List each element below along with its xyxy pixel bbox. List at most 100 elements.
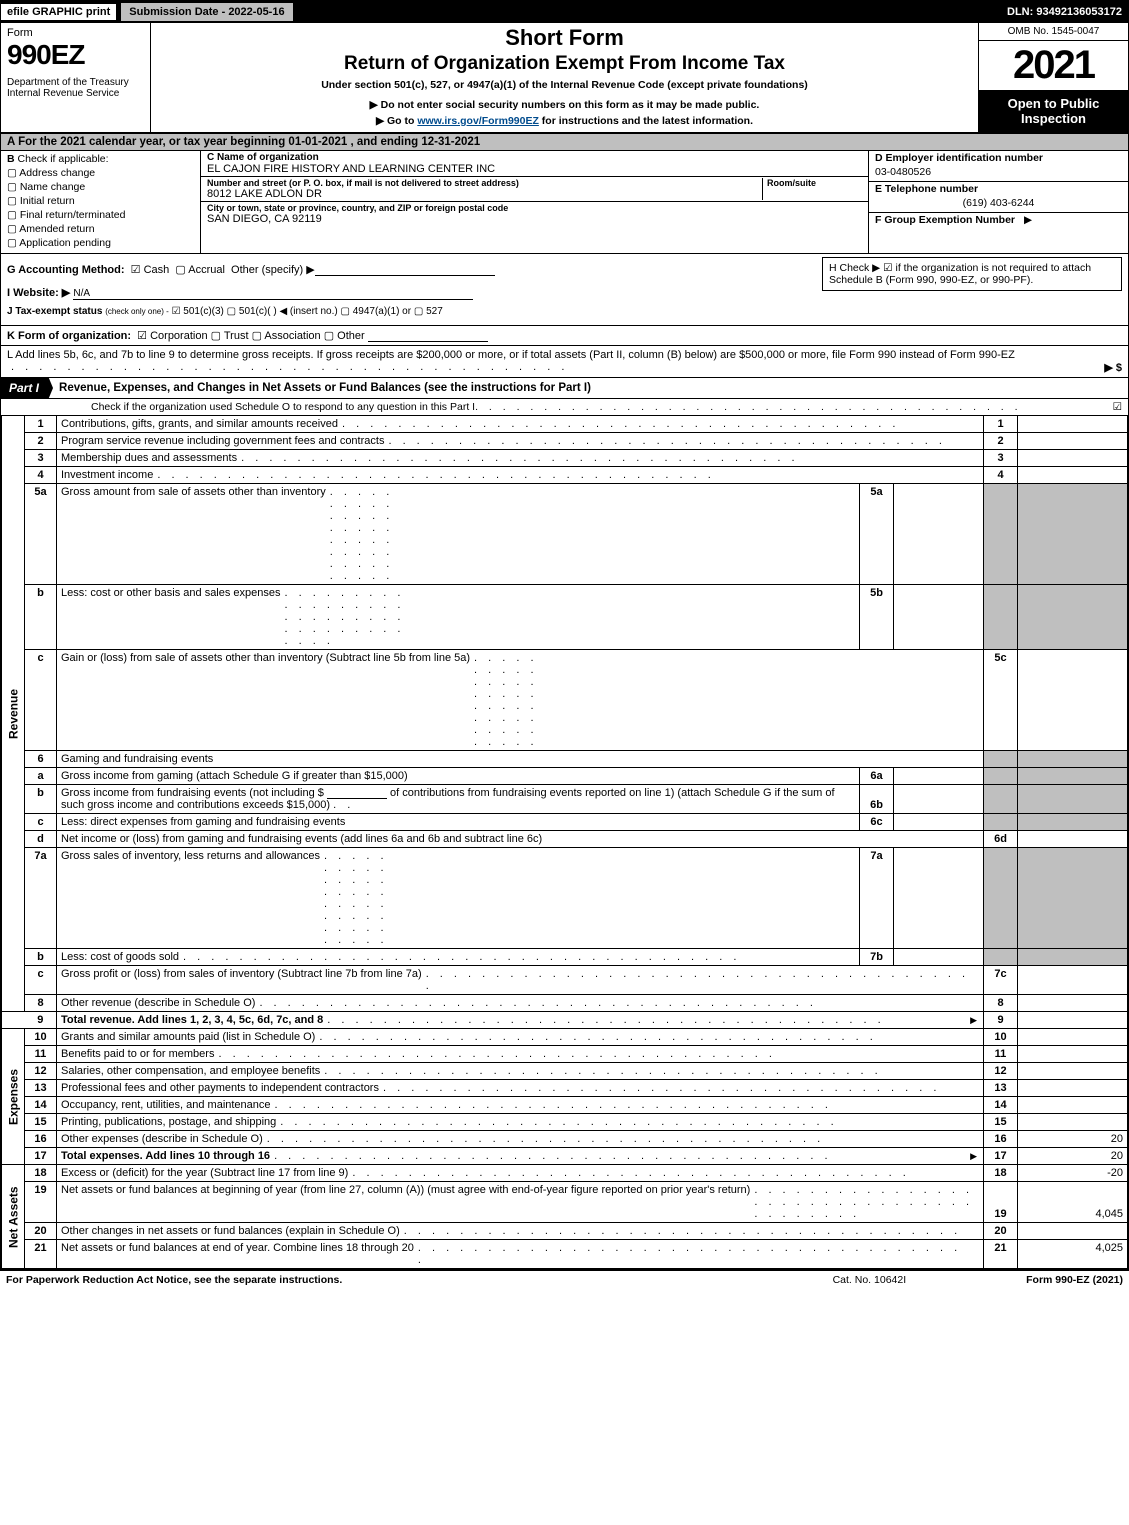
amt-4: [1018, 467, 1128, 484]
amt-16: 20: [1018, 1131, 1128, 1148]
line-k: K Form of organization: ☑ Corporation ▢ …: [1, 326, 1128, 346]
amt-12: [1018, 1063, 1128, 1080]
l5b-text: Less: cost or other basis and sales expe…: [61, 587, 281, 647]
open-to-public: Open to Public Inspection: [979, 90, 1128, 132]
room-label: Room/suite: [767, 178, 862, 188]
l18-text: Excess or (deficit) for the year (Subtra…: [61, 1167, 348, 1179]
chk-initial-return[interactable]: Initial return: [7, 195, 194, 207]
part1-sub-check[interactable]: ☑: [1113, 401, 1122, 413]
city-state-zip: SAN DIEGO, CA 92119: [207, 213, 862, 225]
cell-phone: E Telephone number (619) 403-6244: [869, 182, 1128, 213]
l1-text: Contributions, gifts, grants, and simila…: [61, 418, 338, 430]
l6b-dots: . .: [333, 799, 354, 811]
rln-18: 18: [984, 1165, 1018, 1182]
rln-20: 20: [984, 1223, 1018, 1240]
subamt-6c: [894, 814, 984, 831]
city-label: City or town, state or province, country…: [207, 203, 862, 213]
l9-dots: . . . . . . . . . . . . . . . . . . . . …: [323, 1014, 968, 1026]
amt-6b-shade: [1018, 785, 1128, 814]
i-label: I Website: ▶: [7, 287, 70, 299]
l4-text: Investment income: [61, 469, 153, 481]
rln-5a-shade: [984, 484, 1018, 585]
org-name: EL CAJON FIRE HISTORY AND LEARNING CENTE…: [207, 163, 862, 175]
amt-20: [1018, 1223, 1128, 1240]
l19-dots: . . . . . . . . . . . . . . . . . . . . …: [750, 1184, 979, 1220]
ln-3: 3: [25, 450, 57, 467]
ln-20: 20: [25, 1223, 57, 1240]
l17-text: Total expenses. Add lines 10 through 16: [61, 1150, 270, 1162]
chk-accrual[interactable]: Accrual: [175, 264, 225, 276]
chk-application-pending[interactable]: Application pending: [7, 237, 194, 249]
k-other-input[interactable]: [368, 330, 488, 342]
part1-sub: Check if the organization used Schedule …: [1, 399, 1128, 415]
l-text: L Add lines 5b, 6c, and 7b to line 9 to …: [7, 349, 1015, 361]
amt-2: [1018, 433, 1128, 450]
rln-6b-shade: [984, 785, 1018, 814]
chk-address-change[interactable]: Address change: [7, 167, 194, 179]
amt-19: 4,045: [1018, 1182, 1128, 1223]
subamt-7a: [894, 848, 984, 949]
d-label: D Employer identification number: [875, 152, 1122, 164]
l10-text: Grants and similar amounts paid (list in…: [61, 1031, 315, 1043]
ln-5b: b: [25, 585, 57, 650]
amt-5a-shade: [1018, 484, 1128, 585]
amt-17: 20: [1018, 1148, 1128, 1165]
part1-sub-text: Check if the organization used Schedule …: [91, 401, 475, 413]
l12-text: Salaries, other compensation, and employ…: [61, 1065, 320, 1077]
rln-5c: 5c: [984, 650, 1018, 751]
l6b-amount-input[interactable]: [327, 787, 387, 799]
line-g: G Accounting Method: Cash Accrual Other …: [7, 257, 814, 319]
col-b-check-applicable: B Check if applicable: Address change Na…: [1, 151, 201, 253]
amt-5b-shade: [1018, 585, 1128, 650]
l11-text: Benefits paid to or for members: [61, 1048, 214, 1060]
chk-final-return[interactable]: Final return/terminated: [7, 209, 194, 221]
header-right: OMB No. 1545-0047 2021 Open to Public In…: [978, 23, 1128, 132]
ln-11: 11: [25, 1046, 57, 1063]
col-c-org-info: C Name of organization EL CAJON FIRE HIS…: [201, 151, 868, 253]
irs-link[interactable]: www.irs.gov/Form990EZ: [417, 115, 539, 127]
chk-amended-return[interactable]: Amended return: [7, 223, 194, 235]
l5c-text: Gain or (loss) from sale of assets other…: [61, 652, 470, 748]
subamt-5a: [894, 484, 984, 585]
tax-year: 2021: [979, 41, 1128, 90]
chk-cash[interactable]: Cash: [131, 264, 170, 276]
amt-6c-shade: [1018, 814, 1128, 831]
note2-suffix: for instructions and the latest informat…: [539, 115, 753, 127]
amt-14: [1018, 1097, 1128, 1114]
ln-6b: b: [25, 785, 57, 814]
rln-7b-shade: [984, 949, 1018, 966]
form-header: Form 990EZ Department of the Treasury In…: [1, 23, 1128, 134]
rln-6c-shade: [984, 814, 1018, 831]
addr-label: Number and street (or P. O. box, if mail…: [207, 178, 762, 188]
sub-6b: 6b: [860, 785, 894, 814]
side-revenue: Revenue: [2, 416, 25, 1012]
ln-17: 17: [25, 1148, 57, 1165]
ln-5a: 5a: [25, 484, 57, 585]
l7a-dots: . . . . . . . . . . . . . . . . . . . . …: [320, 850, 400, 946]
l6-text: Gaming and fundraising events: [57, 751, 984, 768]
l4-dots: . . . . . . . . . . . . . . . . . . . . …: [153, 469, 979, 481]
ln-14: 14: [25, 1097, 57, 1114]
amt-9: [1018, 1012, 1128, 1029]
amt-7a-shade: [1018, 848, 1128, 949]
chk-name-change[interactable]: Name change: [7, 181, 194, 193]
cell-address: Number and street (or P. O. box, if mail…: [201, 177, 868, 202]
rln-7c: 7c: [984, 966, 1018, 995]
l15-dots: . . . . . . . . . . . . . . . . . . . . …: [276, 1116, 979, 1128]
page-footer: For Paperwork Reduction Act Notice, see …: [0, 1270, 1129, 1289]
amt-11: [1018, 1046, 1128, 1063]
l5a-dots: . . . . . . . . . . . . . . . . . . . . …: [326, 486, 406, 582]
rln-5b-shade: [984, 585, 1018, 650]
subamt-5b: [894, 585, 984, 650]
l7b-dots: . . . . . . . . . . . . . . . . . . . . …: [179, 951, 855, 963]
ln-19: 19: [25, 1182, 57, 1223]
dln: DLN: 93492136053172: [1001, 4, 1128, 20]
l5c-dots: . . . . . . . . . . . . . . . . . . . . …: [470, 652, 550, 748]
amt-1: [1018, 416, 1128, 433]
j-opts: ☑ 501(c)(3) ▢ 501(c)( ) ◀ (insert no.) ▢…: [172, 306, 443, 317]
g-other-input[interactable]: [315, 264, 495, 276]
l-dots: . . . . . . . . . . . . . . . . . . . . …: [7, 361, 1104, 374]
g-other: Other (specify) ▶: [231, 264, 315, 276]
l-arrow: ▶ $: [1104, 361, 1122, 374]
ln-6d: d: [25, 831, 57, 848]
